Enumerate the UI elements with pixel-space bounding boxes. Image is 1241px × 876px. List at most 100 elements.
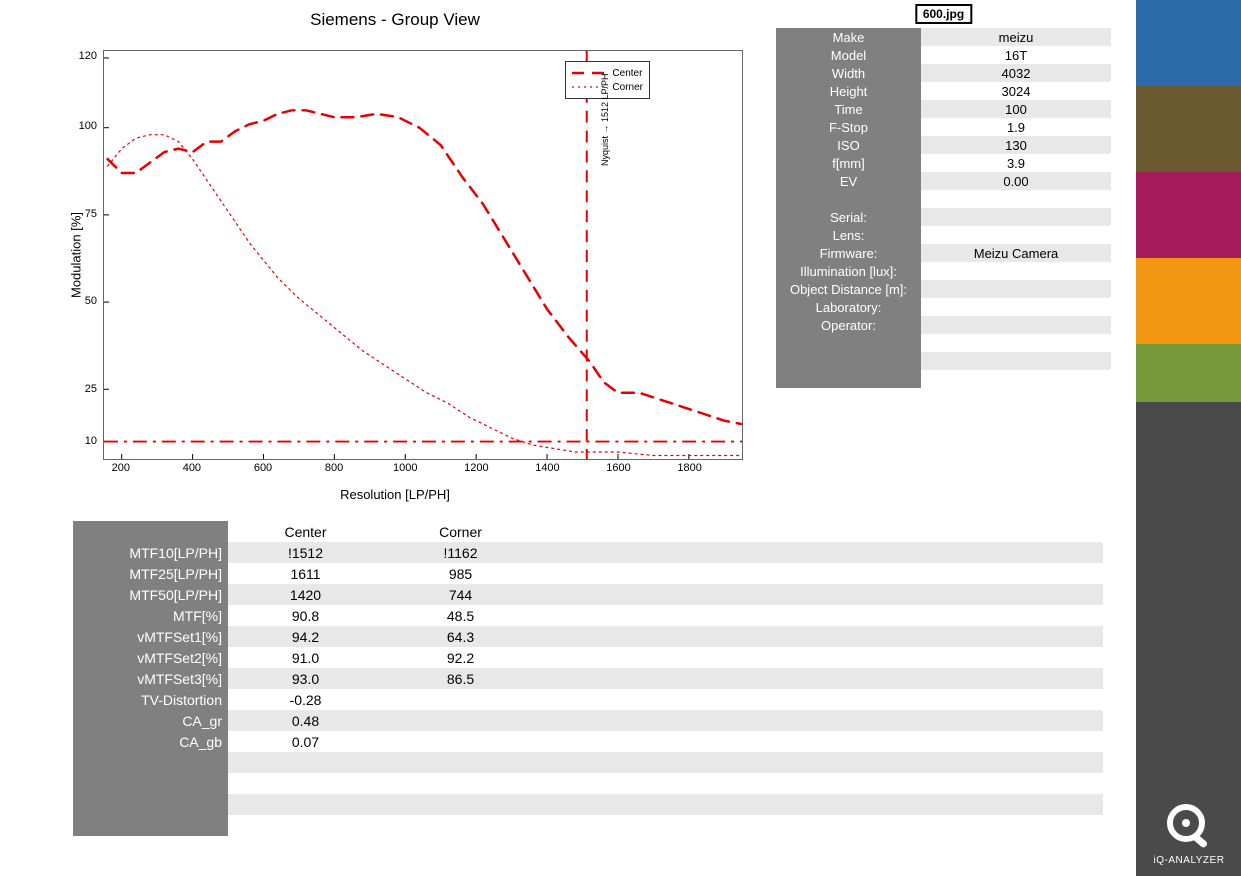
meta-key: Serial:: [776, 208, 921, 226]
meta-value: [921, 370, 1111, 388]
meta-key: Laboratory:: [776, 298, 921, 316]
results-row: CA_gr0.48: [73, 710, 1103, 731]
meta-row: Lens:: [776, 226, 1111, 244]
results-cell: !1512: [228, 542, 383, 563]
results-cell: 93.0: [228, 668, 383, 689]
meta-key: f[mm]: [776, 154, 921, 172]
results-cell: [383, 689, 538, 710]
meta-key: Model: [776, 46, 921, 64]
xtick-label: 1000: [393, 462, 417, 474]
meta-key: Illumination [lux]:: [776, 262, 921, 280]
meta-value: [921, 280, 1111, 298]
meta-row: ISO130: [776, 136, 1111, 154]
meta-key: [776, 370, 921, 388]
results-cell: -0.28: [228, 689, 383, 710]
results-row-label: MTF10[LP/PH]: [73, 542, 228, 563]
results-row-label: [73, 794, 228, 815]
meta-key: Height: [776, 82, 921, 100]
results-table: CenterCornerMTF10[LP/PH]!1512!1162MTF25[…: [73, 521, 1103, 836]
meta-value: 4032: [921, 64, 1111, 82]
results-row: [73, 815, 1103, 836]
ytick-label: 25: [57, 383, 97, 395]
meta-row: Time100: [776, 100, 1111, 118]
color-swatch: [1136, 0, 1241, 86]
meta-key: [776, 352, 921, 370]
meta-value: 0.00: [921, 172, 1111, 190]
metadata-panel: 600.jpg MakemeizuModel16TWidth4032Height…: [776, 28, 1111, 388]
results-panel: CenterCornerMTF10[LP/PH]!1512!1162MTF25[…: [73, 521, 1103, 836]
results-cell: 64.3: [383, 626, 538, 647]
results-row-label: vMTFSet2[%]: [73, 647, 228, 668]
results-cell: 90.8: [228, 605, 383, 626]
results-header-row: CenterCorner: [73, 521, 1103, 542]
results-row-label: vMTFSet1[%]: [73, 626, 228, 647]
meta-value: 130: [921, 136, 1111, 154]
meta-value: 3024: [921, 82, 1111, 100]
results-cell: [383, 710, 538, 731]
meta-row: F-Stop1.9: [776, 118, 1111, 136]
ytick-label: 75: [57, 208, 97, 220]
ytick-label: 50: [57, 295, 97, 307]
analyzer-logo-icon: [1162, 803, 1216, 851]
results-cell: [383, 752, 538, 773]
legend-label: Corner: [612, 82, 643, 93]
results-row: vMTFSet2[%]91.092.2: [73, 647, 1103, 668]
meta-row: [776, 334, 1111, 352]
meta-row: Illumination [lux]:: [776, 262, 1111, 280]
meta-value: [921, 208, 1111, 226]
results-cell: [228, 773, 383, 794]
results-row: CA_gb0.07: [73, 731, 1103, 752]
meta-row: Object Distance [m]:: [776, 280, 1111, 298]
results-cell: [383, 731, 538, 752]
results-row: vMTFSet1[%]94.264.3: [73, 626, 1103, 647]
meta-row: Model16T: [776, 46, 1111, 64]
meta-value: [921, 226, 1111, 244]
results-cell: 0.07: [228, 731, 383, 752]
meta-key: [776, 334, 921, 352]
results-row-label: TV-Distortion: [73, 689, 228, 710]
results-cell: 0.48: [228, 710, 383, 731]
results-row-label: [73, 752, 228, 773]
results-row-label: [73, 815, 228, 836]
meta-row: Makemeizu: [776, 28, 1111, 46]
results-col-header: Center: [228, 521, 383, 542]
meta-value: 1.9: [921, 118, 1111, 136]
nyquist-label: Nyquist → 1512 LP/PH: [600, 73, 610, 166]
chart-ylabel: Modulation [%]: [69, 212, 84, 298]
results-cell: 86.5: [383, 668, 538, 689]
results-cell: [228, 794, 383, 815]
meta-row: [776, 190, 1111, 208]
meta-value: [921, 298, 1111, 316]
results-row-label: MTF[%]: [73, 605, 228, 626]
chart-xlabel: Resolution [LP/PH]: [340, 487, 450, 502]
meta-value: 3.9: [921, 154, 1111, 172]
results-cell: [383, 794, 538, 815]
meta-key: ISO: [776, 136, 921, 154]
results-row: MTF25[LP/PH]1611985: [73, 563, 1103, 584]
results-row: MTF50[LP/PH]1420744: [73, 584, 1103, 605]
results-cell: 1611: [228, 563, 383, 584]
results-row-label: MTF50[LP/PH]: [73, 584, 228, 605]
meta-row: Laboratory:: [776, 298, 1111, 316]
results-cell: 94.2: [228, 626, 383, 647]
results-cell: [228, 815, 383, 836]
page-root: iQ-ANALYZER Siemens - Group View Modulat…: [0, 0, 1241, 876]
meta-value: [921, 316, 1111, 334]
results-cell: 985: [383, 563, 538, 584]
meta-value: [921, 334, 1111, 352]
results-row: MTF10[LP/PH]!1512!1162: [73, 542, 1103, 563]
chart-title: Siemens - Group View: [35, 10, 755, 30]
results-cell: 744: [383, 584, 538, 605]
meta-value: [921, 352, 1111, 370]
meta-value: [921, 190, 1111, 208]
meta-key: Firmware:: [776, 244, 921, 262]
results-row: [73, 752, 1103, 773]
color-swatch: [1136, 86, 1241, 172]
results-col-header: Corner: [383, 521, 538, 542]
results-cell: !1162: [383, 542, 538, 563]
mtf-chart: Siemens - Group View Modulation [%] Cent…: [35, 10, 755, 500]
xtick-label: 400: [183, 462, 201, 474]
results-row: [73, 773, 1103, 794]
meta-value: [921, 262, 1111, 280]
series-corner: [108, 135, 742, 456]
